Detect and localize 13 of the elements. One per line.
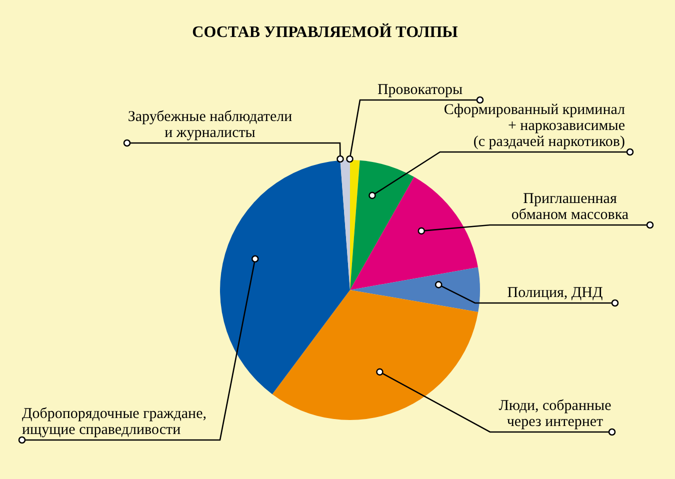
pie-slice — [350, 176, 478, 290]
pie-slice — [220, 160, 350, 394]
slice-label: Зарубежные наблюдатели и журналисты — [128, 109, 292, 141]
slice-label: Полиция, ДНД — [507, 285, 603, 301]
slice-label: Добропорядочные граждане, ищущие справедливости — [22, 406, 206, 438]
pie-slice — [272, 290, 478, 420]
slice-label: Люди, собранные через интернет — [498, 398, 612, 430]
pie-slice — [350, 160, 414, 290]
slice-label: Приглашенная обманом массовка — [511, 191, 629, 223]
slice-label: Провокаторы — [377, 82, 463, 98]
pie-slice — [350, 267, 480, 312]
slice-label: Сформированный криминал + наркозависимые (с раздачей наркотиков) — [444, 102, 626, 150]
chart-title: СОСТАВ УПРАВЛЯЕМОЙ ТОЛПЫ — [191, 24, 459, 42]
